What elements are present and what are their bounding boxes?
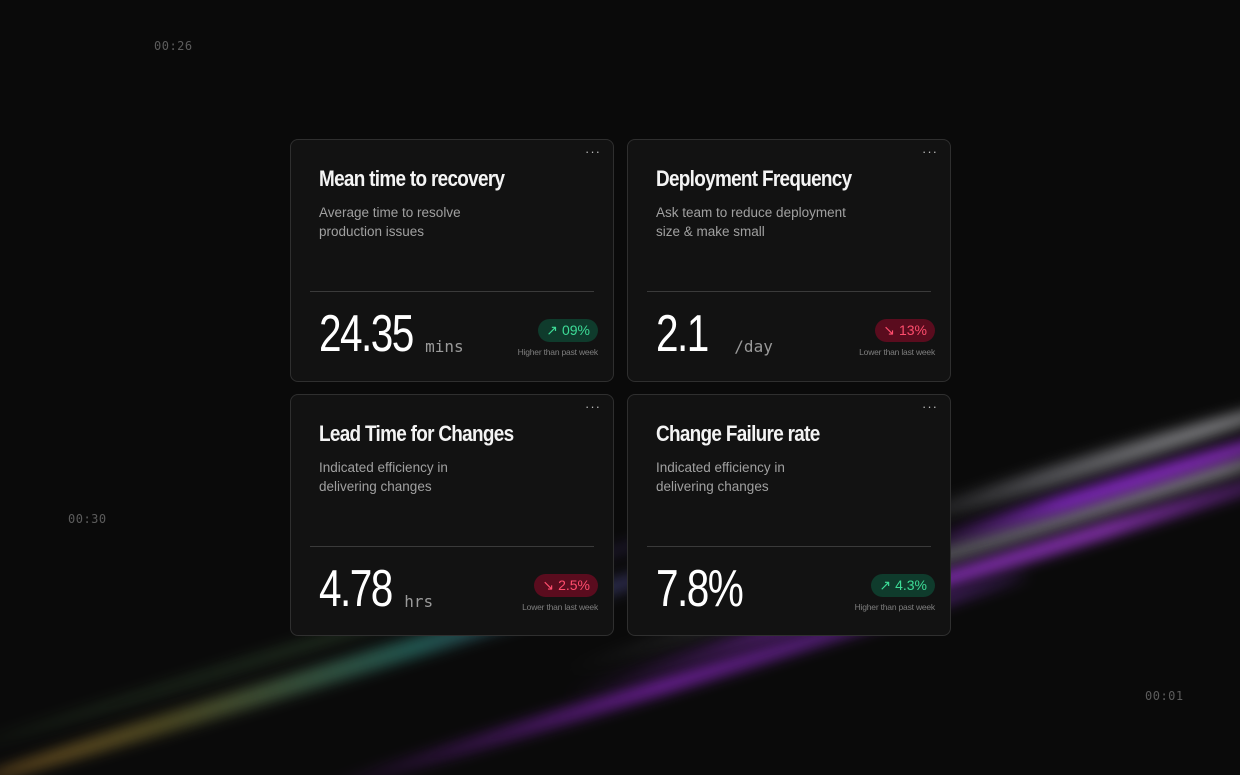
change-indicator: ↗ 4.3% Higher than past week bbox=[855, 574, 935, 612]
metric-card-deployment-frequency: ··· Deployment Frequency Ask team to red… bbox=[627, 139, 951, 382]
change-badge: ↘ 2.5% bbox=[534, 574, 598, 597]
divider bbox=[310, 291, 594, 292]
arrow-down-right-icon: ↘ bbox=[883, 322, 895, 338]
card-description: Indicated efficiency in delivering chang… bbox=[319, 460, 448, 494]
card-title: Lead Time for Changes bbox=[319, 421, 514, 446]
metric-value-row: 2.1 /day bbox=[656, 308, 773, 360]
change-note: Higher than past week bbox=[517, 347, 599, 357]
ellipsis-icon[interactable]: ··· bbox=[922, 399, 938, 414]
card-description: Indicated efficiency in delivering chang… bbox=[656, 460, 785, 494]
change-indicator: ↘ 13% Lower than last week bbox=[859, 319, 935, 357]
metric-card-lead-time-for-changes: ··· Lead Time for Changes Indicated effi… bbox=[290, 394, 614, 636]
arrow-up-right-icon: ↗ bbox=[879, 577, 892, 593]
card-title: Mean time to recovery bbox=[319, 166, 505, 191]
card-description: Ask team to reduce deployment size & mak… bbox=[656, 205, 846, 239]
arrow-up-right-icon: ↗ bbox=[546, 322, 558, 338]
change-percent: 4.3% bbox=[895, 577, 927, 593]
timestamp-label: 00:26 bbox=[154, 39, 193, 53]
change-indicator: ↗ 09% Higher than past week bbox=[518, 319, 598, 357]
change-note: Higher than past week bbox=[854, 602, 936, 612]
divider bbox=[647, 291, 931, 292]
metric-value: 24.35 bbox=[319, 305, 414, 363]
metrics-grid: ··· Mean time to recovery Average time t… bbox=[290, 139, 951, 636]
arrow-down-right-icon: ↘ bbox=[542, 577, 555, 593]
ellipsis-icon[interactable]: ··· bbox=[585, 144, 601, 159]
card-title: Change Failure rate bbox=[656, 421, 820, 446]
metric-card-mean-time-to-recovery: ··· Mean time to recovery Average time t… bbox=[290, 139, 614, 382]
metric-unit: /day bbox=[734, 337, 773, 356]
change-indicator: ↘ 2.5% Lower than last week bbox=[522, 574, 598, 612]
change-percent: 13% bbox=[898, 322, 927, 338]
divider bbox=[647, 546, 931, 547]
change-note: Lower than last week bbox=[859, 347, 935, 357]
timestamp-label: 00:01 bbox=[1145, 689, 1184, 703]
metric-value-row: 7.8% bbox=[656, 563, 767, 615]
change-badge: ↗ 4.3% bbox=[871, 574, 935, 597]
change-percent: 2.5% bbox=[558, 577, 590, 593]
change-percent: 09% bbox=[561, 322, 590, 338]
metric-unit: mins bbox=[425, 337, 464, 356]
card-title: Deployment Frequency bbox=[656, 166, 852, 191]
divider bbox=[310, 546, 594, 547]
change-note: Lower than last week bbox=[522, 602, 598, 612]
change-badge: ↘ 13% bbox=[875, 319, 935, 342]
metric-unit: hrs bbox=[404, 592, 434, 611]
timestamp-label: 00:30 bbox=[68, 512, 107, 526]
metric-value: 4.78 bbox=[319, 560, 393, 618]
ellipsis-icon[interactable]: ··· bbox=[585, 399, 601, 414]
metric-card-change-failure-rate: ··· Change Failure rate Indicated effici… bbox=[627, 394, 951, 636]
card-description: Average time to resolve production issue… bbox=[319, 205, 461, 239]
metric-value: 7.8% bbox=[656, 560, 744, 618]
metric-value-row: 4.78 hrs bbox=[319, 563, 433, 615]
metric-value: 2.1 bbox=[656, 305, 709, 363]
change-badge: ↗ 09% bbox=[538, 319, 598, 342]
ellipsis-icon[interactable]: ··· bbox=[922, 144, 938, 159]
metric-value-row: 24.35 mins bbox=[319, 308, 464, 360]
